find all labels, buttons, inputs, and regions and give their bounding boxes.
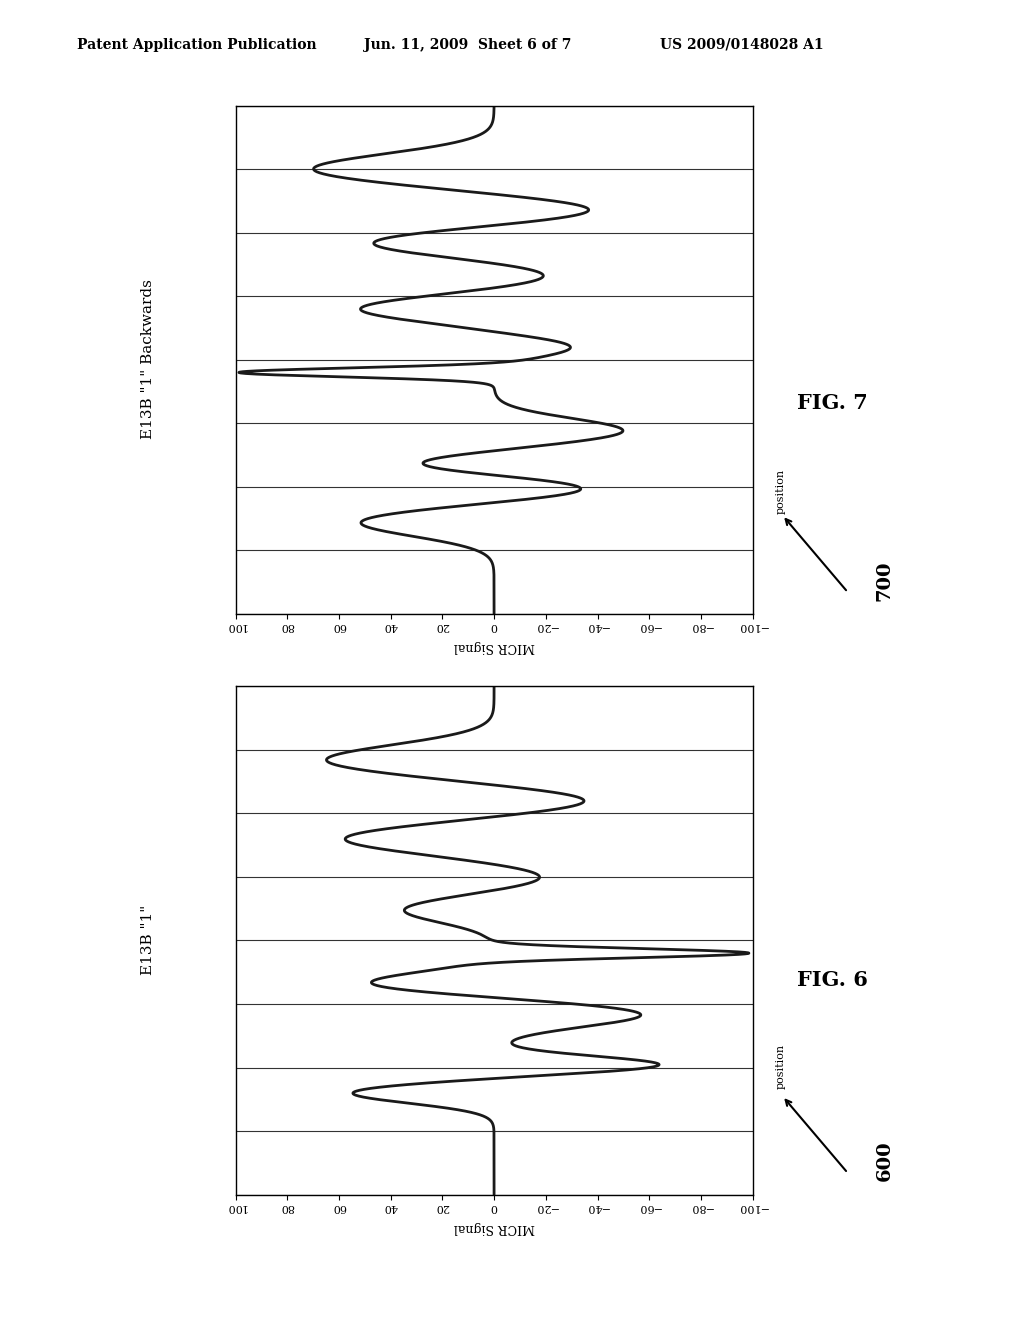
Text: Patent Application Publication: Patent Application Publication <box>77 38 316 51</box>
Text: E13B "1" Backwards: E13B "1" Backwards <box>141 279 156 440</box>
Text: E13B "1": E13B "1" <box>141 904 156 975</box>
Text: 700: 700 <box>876 560 894 601</box>
Text: position: position <box>775 469 785 513</box>
X-axis label: MICR Signal: MICR Signal <box>454 1221 535 1234</box>
Text: Jun. 11, 2009  Sheet 6 of 7: Jun. 11, 2009 Sheet 6 of 7 <box>364 38 571 51</box>
Text: position: position <box>775 1044 785 1089</box>
X-axis label: MICR Signal: MICR Signal <box>454 640 535 653</box>
Text: US 2009/0148028 A1: US 2009/0148028 A1 <box>660 38 824 51</box>
Text: FIG. 6: FIG. 6 <box>797 970 867 990</box>
Text: FIG. 7: FIG. 7 <box>797 393 867 413</box>
Text: 600: 600 <box>876 1140 894 1181</box>
